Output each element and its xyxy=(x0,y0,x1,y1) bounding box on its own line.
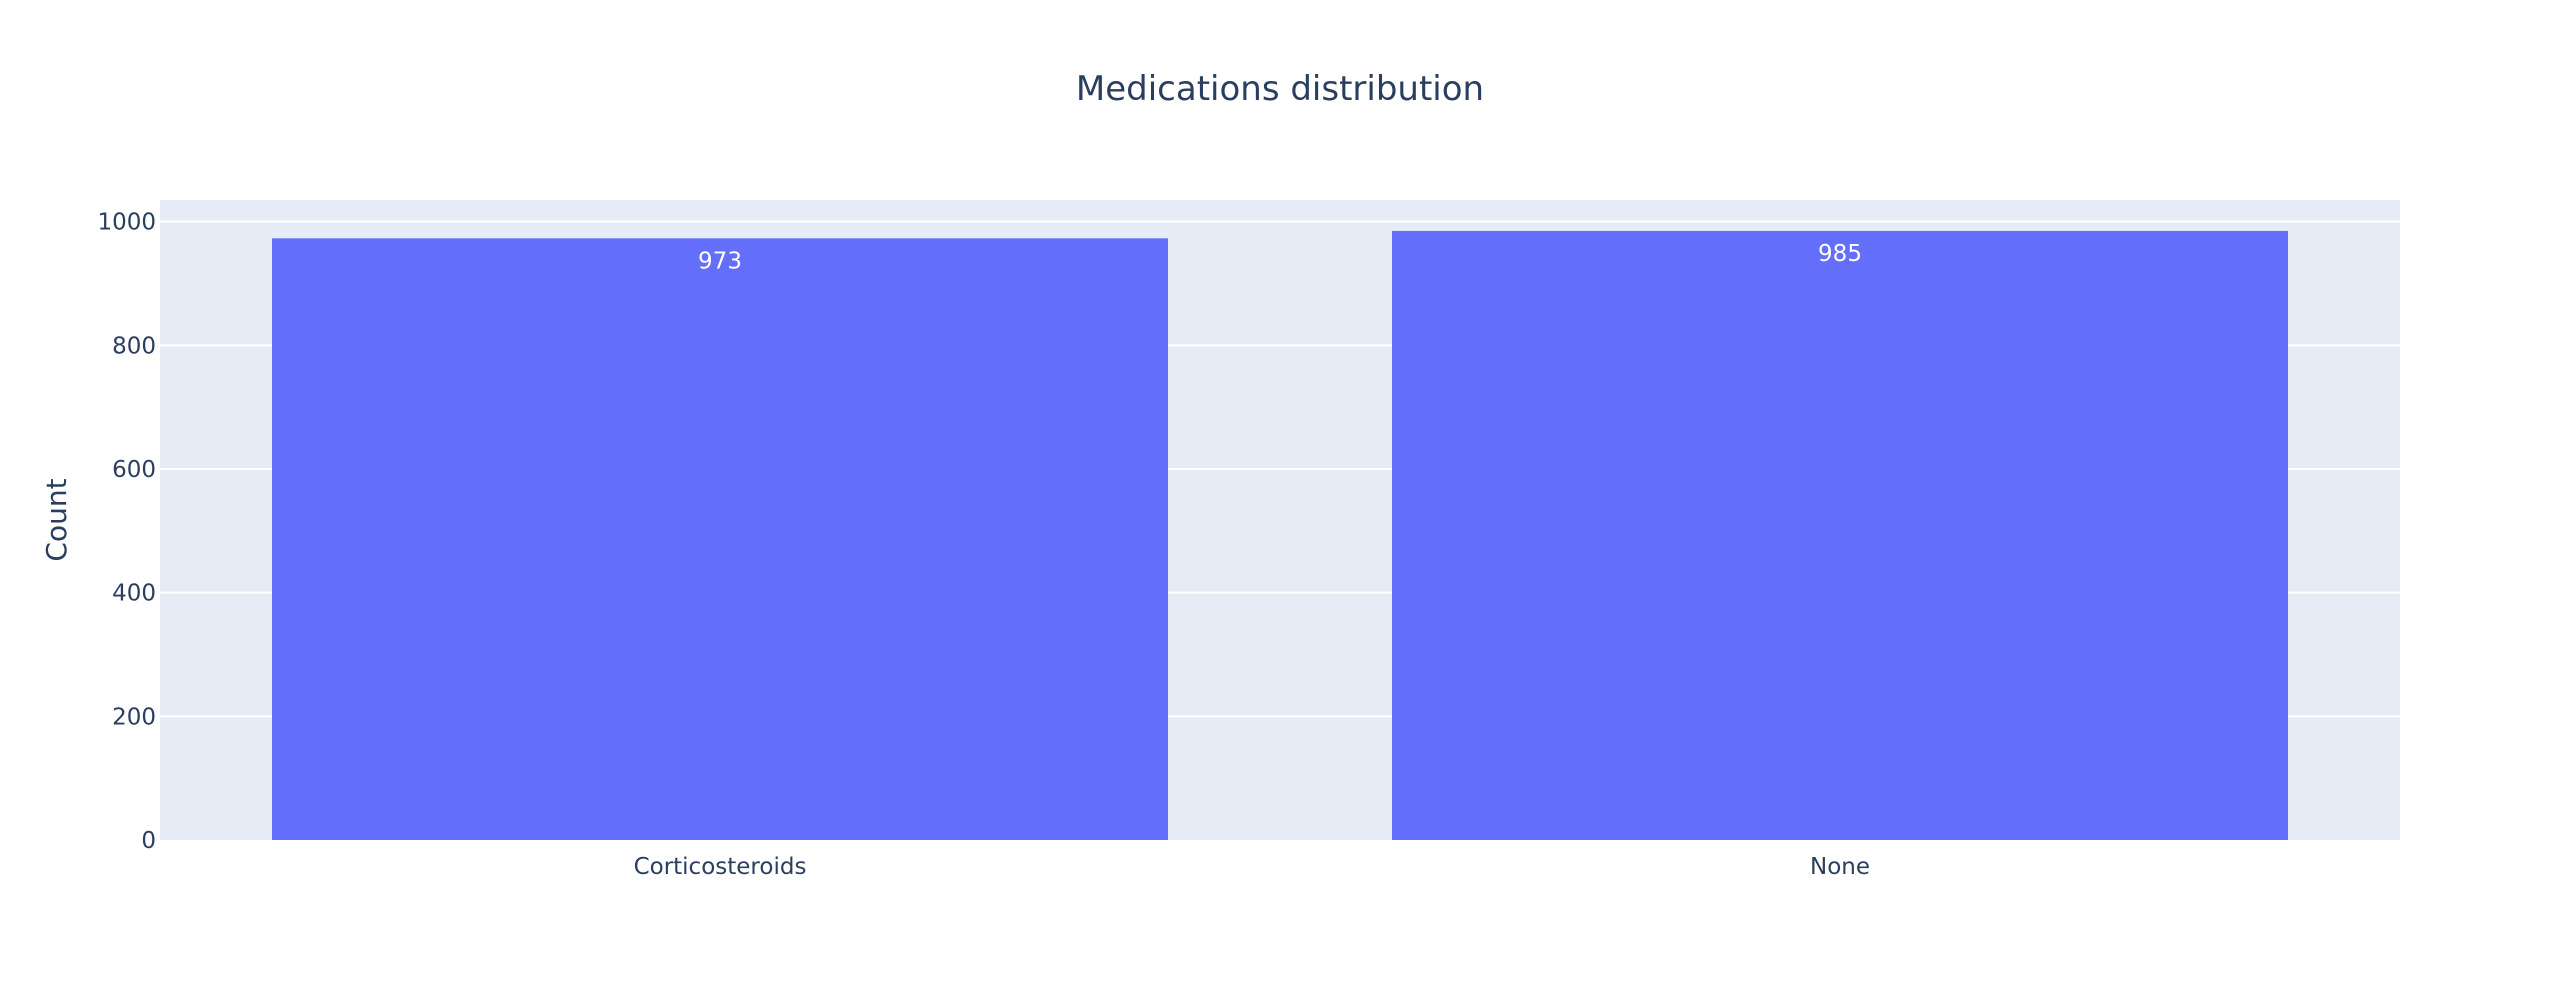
y-axis-title: Count xyxy=(40,478,73,561)
y-tick-label: 1000 xyxy=(97,210,156,236)
x-axis-ticks: Corticosteroids None xyxy=(634,854,1870,880)
y-tick-label: 800 xyxy=(112,333,156,359)
bar-data-label: 985 xyxy=(1818,241,1862,267)
chart-title: Medications distribution xyxy=(1076,69,1484,109)
y-tick-label: 400 xyxy=(112,581,156,607)
y-tick-label: 200 xyxy=(112,704,156,730)
y-tick-label: 600 xyxy=(112,457,156,483)
data-labels: 973 985 xyxy=(698,241,1862,274)
bar xyxy=(1392,230,2288,841)
y-tick-label: 0 xyxy=(141,828,156,854)
x-tick-label: Corticosteroids xyxy=(634,854,807,880)
y-axis-ticks: 0 200 400 600 800 1000 xyxy=(97,210,156,854)
bar xyxy=(272,238,1168,841)
x-tick-label: None xyxy=(1810,854,1870,880)
bar-data-label: 973 xyxy=(698,248,742,274)
bars xyxy=(272,230,2288,841)
